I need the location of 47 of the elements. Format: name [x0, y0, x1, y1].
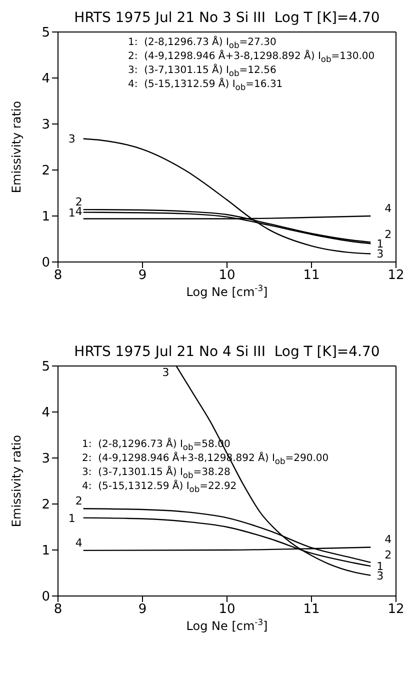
y-tick-label: 2 — [42, 164, 50, 179]
x-tick-label: 9 — [138, 268, 147, 284]
text: 4 — [384, 533, 392, 546]
x-tick-label: 12 — [388, 268, 404, 284]
text: 1 — [68, 512, 76, 525]
y-tick-label: 3 — [42, 452, 50, 467]
annotation: 1: (2-8,1296.73 Å) I$_{ob}$=27.30 — [128, 36, 276, 50]
y-axis-title: Emissivity ratio — [9, 100, 24, 194]
text: 1 — [68, 206, 76, 220]
y-tick-label: 1 — [42, 544, 50, 559]
annotation: 4: (5-15,1312.59 Å) I$_{ob}$=16.31 — [128, 78, 283, 94]
chart-title: HRTS 1975 Jul 21 No 4 Si III Log T [K]=4.70 — [73, 344, 381, 360]
y-tick-label: 0 — [42, 256, 50, 271]
x-tick-label: 11 — [303, 268, 320, 284]
y-tick-label: 3 — [42, 118, 50, 133]
y-axis-title: Emissivity ratio — [9, 434, 24, 528]
x-tick-label: 8 — [54, 268, 62, 284]
y-tick-label: 4 — [42, 72, 50, 87]
y-tick-label: 5 — [42, 26, 50, 41]
x-tick-label: 10 — [218, 268, 236, 284]
x-tick-label: 10 — [218, 602, 236, 618]
annotation: 3: (3-7,1301.15 Å) I$_{ob}$=12.56 — [128, 64, 276, 78]
annotation: 4: (5-15,1312.59 Å) I$_{ob}$=22.92 — [82, 480, 237, 496]
y-tick-label: 5 — [42, 360, 50, 375]
text: 3 — [162, 366, 170, 379]
x-tick-label: 11 — [303, 602, 320, 618]
y-tick-label: 2 — [42, 498, 50, 513]
x-tick-label: 12 — [388, 602, 404, 618]
x-axis-title: Log Ne [cm$^{-3}$] — [186, 283, 268, 299]
x-tick-label: 8 — [54, 602, 62, 618]
y-tick-label: 4 — [42, 406, 50, 421]
series-label: 4 — [75, 204, 82, 218]
series-label: 3 — [376, 569, 384, 582]
annotation: 3: (3-7,1301.15 Å) I$_{ob}$=38.28 — [82, 466, 230, 480]
annotation: 2: (4-9,1298.946 Å+3-8,1298.892 Å) I$_{ob}$=130.00 — [128, 50, 375, 64]
text: 2 — [384, 548, 392, 562]
text: 2 — [384, 228, 392, 242]
y-tick-label: 0 — [42, 590, 50, 605]
series-label: 3 — [376, 248, 384, 261]
x-tick-label: 9 — [138, 602, 147, 618]
series-label: 4 — [75, 536, 82, 550]
series-label: 2 — [75, 494, 82, 508]
text: 3 — [68, 132, 76, 146]
x-axis-title: Log Ne [cm$^{-3}$] — [186, 617, 268, 633]
text: 4 — [384, 202, 392, 215]
chart-title: HRTS 1975 Jul 21 No 3 Si III Log T [K]=4.70 — [73, 10, 381, 26]
y-tick-label: 1 — [42, 210, 50, 225]
